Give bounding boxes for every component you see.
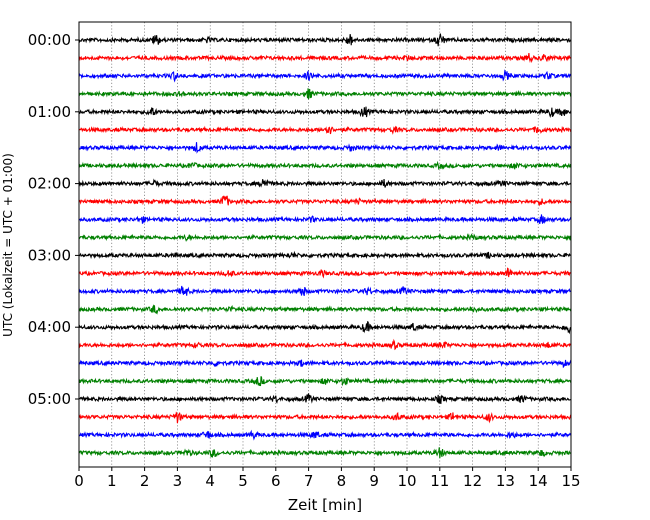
trace-05:30: [78, 429, 572, 441]
trace-01:00: [78, 106, 572, 118]
trace-02:00: [78, 178, 572, 188]
x-axis: 0 1 2 3 4 5 6 7 8 9 10 11 12 13 14 15: [74, 467, 581, 490]
trace-01:30: [78, 142, 572, 154]
y-tick-label: 00:00: [28, 31, 71, 49]
x-tick-label: 3: [173, 472, 183, 490]
trace-02:15: [78, 195, 572, 207]
y-tick-label: 02:00: [28, 175, 71, 193]
y-tick-label: 05:00: [28, 390, 71, 408]
y-axis: 00:00 01:00 02:00 03:00 04:00 05:00: [28, 31, 79, 408]
plot-frame: [78, 21, 572, 468]
x-axis-label: Zeit [min]: [288, 496, 362, 514]
x-tick-label: 15: [561, 472, 580, 490]
trace-02:30: [78, 214, 572, 225]
x-tick-label: 6: [271, 472, 281, 490]
trace-04:00: [78, 320, 572, 335]
trace-04:30: [78, 359, 572, 369]
trace-03:15: [78, 267, 572, 279]
x-tick-label: 12: [463, 472, 482, 490]
x-tick-label: 14: [529, 472, 548, 490]
x-tick-label: 10: [397, 472, 416, 490]
trace-05:45: [78, 447, 572, 459]
y-tick-label: 04:00: [28, 318, 71, 336]
x-tick-label: 13: [496, 472, 515, 490]
x-tick-label: 11: [430, 472, 449, 490]
trace-04:45: [78, 376, 572, 387]
trace-00:00: [78, 33, 572, 47]
trace-05:15: [78, 411, 572, 424]
y-tick-label: 01:00: [28, 103, 71, 121]
y-tick-label: 03:00: [28, 246, 71, 264]
x-tick-label: 7: [304, 472, 314, 490]
trace-04:15: [78, 338, 572, 351]
trace-00:30: [78, 69, 572, 83]
y-axis-label: UTC (Lokalzeit = UTC + 01:00): [1, 153, 15, 337]
x-tick-label: 4: [205, 472, 215, 490]
plot-area: [79, 22, 571, 467]
trace-03:30: [78, 285, 572, 297]
traces: [78, 33, 572, 459]
trace-01:45: [78, 160, 572, 171]
trace-00:45: [78, 88, 572, 100]
x-tick-label: 5: [238, 472, 248, 490]
trace-00:15: [78, 52, 572, 64]
x-tick-label: 0: [74, 472, 84, 490]
trace-02:45: [78, 233, 572, 242]
x-tick-label: 8: [337, 472, 347, 490]
trace-05:00: [78, 393, 572, 405]
x-tick-label: 9: [369, 472, 379, 490]
trace-03:00: [78, 250, 572, 260]
trace-03:45: [78, 304, 572, 315]
trace-01:15: [78, 125, 572, 135]
x-tick-label: 2: [140, 472, 150, 490]
x-tick-label: 1: [107, 472, 117, 490]
